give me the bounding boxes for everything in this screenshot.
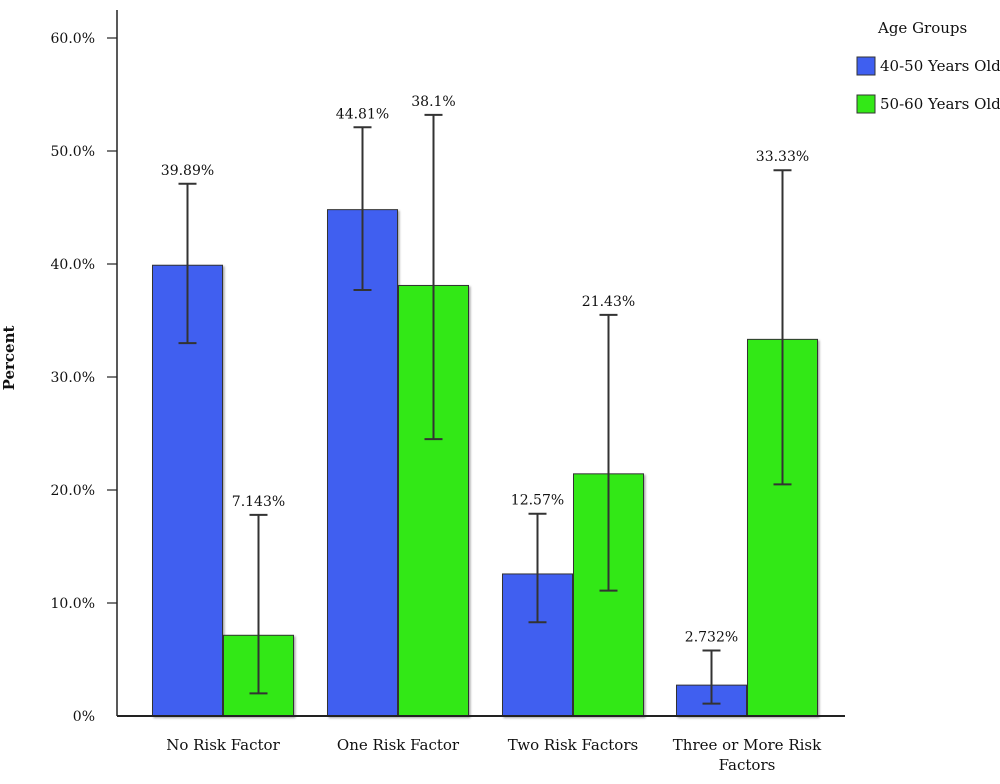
y-tick-label: 60.0% [51,31,95,47]
data-label: 2.732% [685,629,738,645]
x-category-label: One Risk Factor [337,736,460,754]
y-tick-label: 30.0% [51,370,95,386]
bar [327,209,398,717]
y-tick-label: 50.0% [51,144,95,160]
y-tick-label: 0% [73,709,95,725]
y-axis: 0% 10.0% 20.0% 30.0% 40.0% 50.0% 60.0% [51,10,118,725]
legend: Age Groups 40-50 Years Old 50-60 Years Ol… [856,19,1000,114]
data-label: 38.1% [411,94,455,110]
data-label: 39.89% [161,163,214,179]
legend-label: 50-60 Years Old [880,95,1000,113]
y-tick-label: 40.0% [51,257,95,273]
data-label: 33.33% [756,149,809,165]
data-label: 7.143% [232,494,285,510]
y-axis-title: Percent [0,326,18,391]
x-axis: No Risk Factor One Risk Factor Two Risk Fa… [117,715,845,774]
legend-swatch [856,94,876,114]
legend-label: 40-50 Years Old [880,57,1000,75]
data-labels: 39.89% 7.143% 44.81% 38.1% 12.57% 21.43% 2.732… [161,94,809,646]
x-category-label: Two Risk Factors [508,736,638,754]
x-category-label: Three or More Risk Factors [673,736,822,774]
x-category-label: No Risk Factor [166,736,280,754]
legend-swatch [856,56,876,76]
y-tick-label: 10.0% [51,596,95,612]
y-tick-label: 20.0% [51,483,95,499]
error-bars [178,113,792,705]
data-label: 21.43% [582,294,635,310]
legend-title: Age Groups [877,19,967,37]
data-label: 12.57% [511,493,564,509]
data-label: 44.81% [336,106,389,122]
